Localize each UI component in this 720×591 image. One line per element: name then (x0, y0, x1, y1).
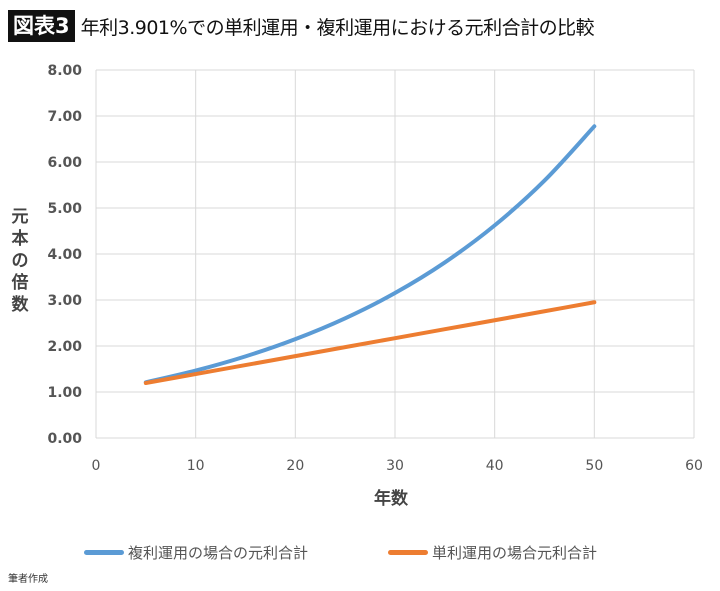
x-tick-label: 0 (92, 458, 101, 474)
y-axis-label: 元本の倍数 (11, 207, 29, 315)
x-tick-label: 20 (286, 458, 304, 474)
compound-interest-line (143, 124, 597, 385)
x-tick-label: 40 (486, 458, 504, 474)
chart-title: 図表3 年利3.901%での単利運用・複利運用における元利合計の比較 (8, 10, 595, 42)
title-text: 年利3.901%での単利運用・複利運用における元利合計の比較 (80, 16, 595, 39)
y-tick-label: 3.00 (47, 293, 82, 309)
y-tick-label: 0.00 (47, 431, 82, 447)
y-tick-label: 1.00 (47, 385, 82, 401)
figure-badge: 図表3 (8, 10, 75, 42)
x-tick-label: 50 (585, 458, 603, 474)
y-tick-label: 6.00 (47, 155, 82, 171)
simple-interest-line (143, 300, 597, 386)
legend-item-compound: 複利運用の場合の元利合計 (84, 542, 308, 563)
y-tick-label: 4.00 (47, 247, 82, 263)
legend-item-simple: 単利運用の場合元利合計 (388, 542, 597, 563)
x-axis-label: 年数 (374, 489, 408, 509)
source-note: 筆者作成 (8, 574, 48, 585)
x-tick-label: 60 (685, 458, 703, 474)
legend-swatch-compound (84, 550, 124, 555)
legend-label-compound: 複利運用の場合の元利合計 (128, 544, 309, 562)
legend-label-simple: 単利運用の場合元利合計 (432, 544, 598, 562)
legend-swatch-simple (388, 550, 428, 555)
y-tick-label: 8.00 (47, 63, 82, 79)
x-tick-label: 10 (187, 458, 205, 474)
y-tick-label: 5.00 (47, 201, 82, 217)
x-tick-label: 30 (386, 458, 404, 474)
y-tick-label: 2.00 (47, 339, 82, 355)
y-tick-label: 7.00 (47, 109, 82, 125)
